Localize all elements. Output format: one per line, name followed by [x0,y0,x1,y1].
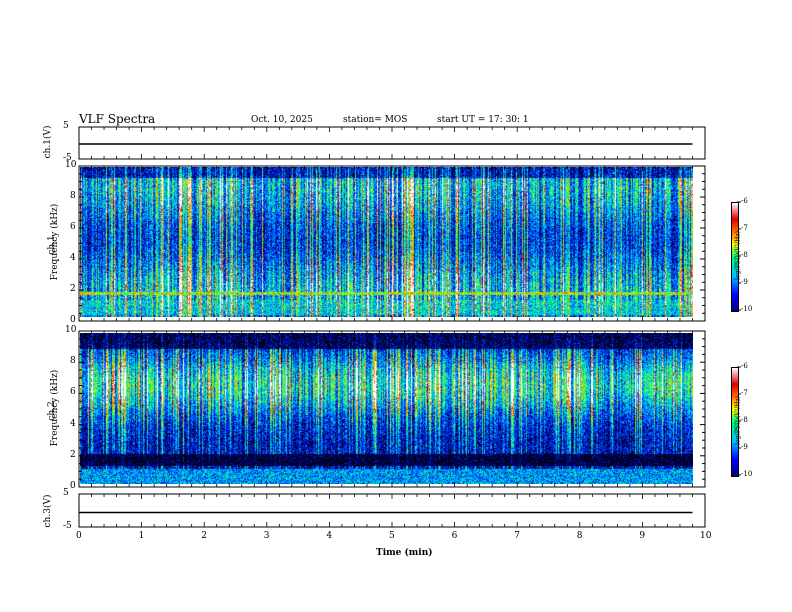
spec-freq-tick-label: 0 [70,481,76,491]
spec-freq-tick-label: 10 [65,160,77,170]
ch1-spec-ylabel: Frequency (kHz) [50,203,60,281]
ch2-colorbar [731,367,739,477]
ch1-colorbar [731,202,739,312]
x-tick-label: 10 [700,531,712,541]
spec-freq-tick-label: 10 [65,325,77,335]
x-tick-label: 2 [201,531,207,541]
date-label: Oct. 10, 2025 [251,115,313,125]
ch1-voltage-ylabel: ch.1(V) [43,125,53,159]
colorbar-tick-label: -6 [741,197,748,205]
station-label: station= MOS [343,115,408,125]
colorbar-tick-label: -8 [741,251,748,259]
ch1-spectrogram [80,167,693,317]
colorbar-tick-label: -9 [741,443,748,451]
x-tick-label: 8 [576,531,583,541]
spec-freq-tick-label: 4 [70,418,76,429]
x-tick-label: 6 [451,531,458,541]
panel-frame-2 [78,165,706,322]
spec-freq-tick-label: 0 [70,315,76,325]
ch-voltage-tick-label: -5 [63,153,72,163]
spec-freq-tick-label: 6 [70,222,76,232]
colorbar-tick-label: -7 [741,224,748,232]
spec-freq-tick-label: 2 [70,449,76,460]
x-tick-label: 5 [389,531,395,541]
x-tick-label: 7 [514,531,520,541]
colorbar-tick-label: -10 [741,470,753,478]
colorbar-tick-label: -9 [741,278,748,286]
colorbar-tick-label: -8 [741,416,748,424]
spec-freq-tick-label: 6 [70,387,76,398]
spec-freq-tick-label: 8 [70,191,76,201]
spec-freq-tick-label: 4 [70,253,76,263]
ch-voltage-tick-label: -5 [63,521,72,531]
ch2-spec-ylabel: Frequency (kHz) [50,369,60,447]
spec-freq-tick-label: 2 [70,284,76,294]
ch-voltage-tick-label: 5 [63,488,69,498]
colorbar-tick-label: -7 [741,389,748,397]
ch3-voltage-ylabel: ch.3(V) [43,494,53,528]
chart-title: VLF Spectra [79,112,156,126]
x-tick-label: 0 [76,531,82,541]
panel-frame-3 [78,330,706,488]
ch2-spectrogram [80,333,693,484]
colorbar-tick-label: -6 [741,362,748,370]
colorbar-tick-label: -10 [741,305,753,313]
ch-voltage-tick-label: 5 [63,121,69,131]
spec-freq-tick-label: 8 [70,356,76,367]
x-tick-label: 4 [326,531,333,541]
x-tick-label: 1 [138,531,145,541]
x-tick-label: 9 [639,531,646,541]
start-time-label: start UT = 17: 30: 1 [437,115,529,125]
x-axis-label: Time (min) [376,548,433,558]
x-tick-label: 3 [263,531,270,541]
